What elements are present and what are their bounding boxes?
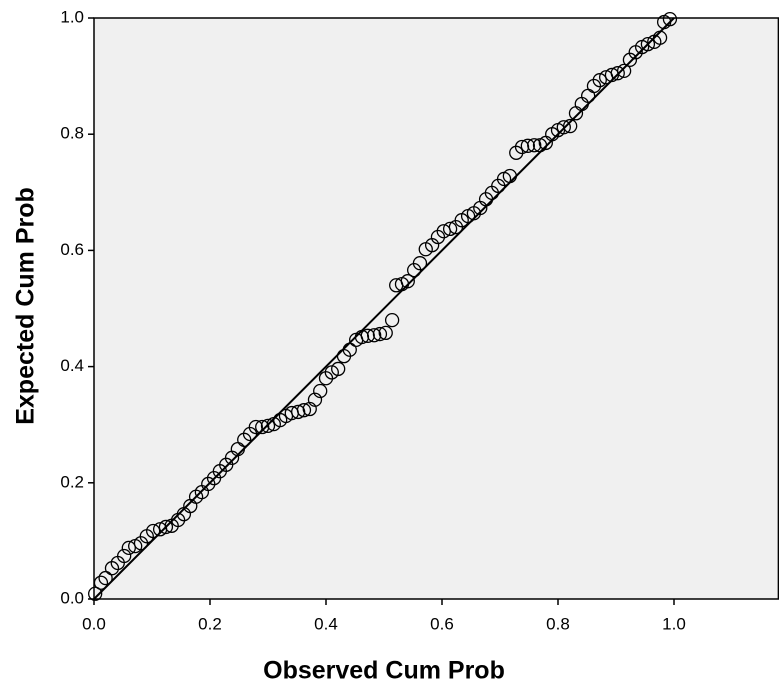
- point: [93, 575, 109, 590]
- y-tick-label: 0.4: [60, 356, 84, 375]
- reference-line: [93, 17, 675, 600]
- point: [640, 36, 656, 52]
- point: [146, 523, 161, 539]
- point: [442, 221, 458, 237]
- point: [378, 325, 393, 341]
- point: [331, 361, 346, 377]
- point: [98, 570, 113, 586]
- point: [384, 312, 400, 328]
- y-tick-label: 0.6: [60, 240, 84, 259]
- plot: 0.0 0.2 0.4 0.6 0.8 1.0 0.0 0.2 0.4 0.6 0.8 1.0: [60, 7, 779, 633]
- plot-area: [93, 17, 779, 600]
- point: [412, 256, 428, 271]
- point: [586, 78, 602, 94]
- point: [556, 120, 571, 135]
- y-tick-label: 0.8: [60, 124, 84, 143]
- x-axis-title: Observed Cum Prob: [263, 657, 505, 685]
- point: [520, 138, 535, 153]
- x-tick-label: 0.2: [198, 614, 222, 633]
- y-tick-label: 0.0: [60, 588, 84, 607]
- point: [342, 342, 357, 357]
- point: [509, 145, 524, 160]
- point: [248, 419, 263, 435]
- point: [260, 418, 276, 434]
- point: [296, 403, 312, 418]
- point: [610, 66, 625, 81]
- x-tick-label: 0.0: [82, 614, 106, 633]
- point: [170, 512, 186, 528]
- y-axis-title: Expected Cum Prob: [12, 187, 40, 425]
- point: [563, 118, 578, 134]
- x-tick-label: 1.0: [662, 614, 686, 633]
- point: [158, 519, 174, 535]
- point: [400, 274, 415, 289]
- x-tick-label: 0.6: [430, 614, 454, 633]
- point: [502, 168, 518, 184]
- y-tick-label: 1.0: [60, 7, 84, 26]
- point: [318, 371, 334, 386]
- point: [117, 548, 132, 564]
- point: [307, 392, 323, 407]
- point: [616, 63, 632, 79]
- point: [652, 30, 668, 45]
- point: [372, 326, 388, 342]
- point: [313, 383, 328, 399]
- point: [88, 586, 103, 601]
- point: [121, 540, 136, 556]
- point: [366, 328, 382, 343]
- point: [201, 476, 216, 492]
- point: [237, 432, 252, 447]
- point: [592, 73, 607, 88]
- y-tick-label: 0.2: [60, 472, 84, 491]
- point: [430, 229, 446, 245]
- point: [662, 12, 678, 27]
- point: [527, 138, 542, 153]
- x-tick-label: 0.4: [314, 614, 338, 633]
- x-tick-label: 0.8: [546, 614, 570, 633]
